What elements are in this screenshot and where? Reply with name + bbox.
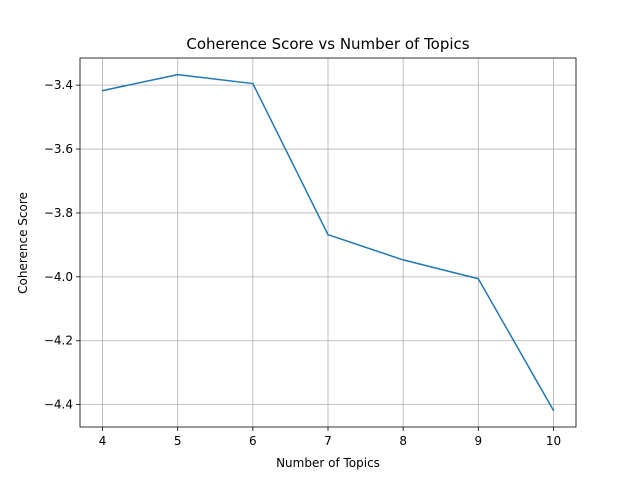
y-tick-label: −4.0: [44, 270, 73, 284]
tick-layer: 4 5 6 7 8 9 10 −4.4 −4.2 −4.0 −3.8 −3.6 −3.4: [44, 78, 561, 448]
x-tick-label: 10: [546, 434, 561, 448]
y-tick-label: −4.2: [44, 334, 73, 348]
grid-layer: [80, 58, 576, 427]
x-axis-label: Number of Topics: [276, 456, 380, 470]
y-tick-label: −3.8: [44, 206, 73, 220]
y-tick-label: −3.4: [44, 78, 73, 92]
x-tick-label: 5: [174, 434, 182, 448]
y-axis-label: Coherence Score: [16, 192, 30, 294]
x-tick-label: 4: [99, 434, 107, 448]
x-tick-label: 8: [399, 434, 407, 448]
chart-title: Coherence Score vs Number of Topics: [186, 35, 469, 53]
x-tick-label: 7: [324, 434, 332, 448]
series-layer: [101, 73, 555, 412]
x-tick-label: 9: [474, 434, 482, 448]
y-tick-label: −3.6: [44, 142, 73, 156]
x-tick-label: 6: [249, 434, 257, 448]
series-line: [101, 73, 555, 412]
y-tick-label: −4.4: [44, 398, 73, 412]
